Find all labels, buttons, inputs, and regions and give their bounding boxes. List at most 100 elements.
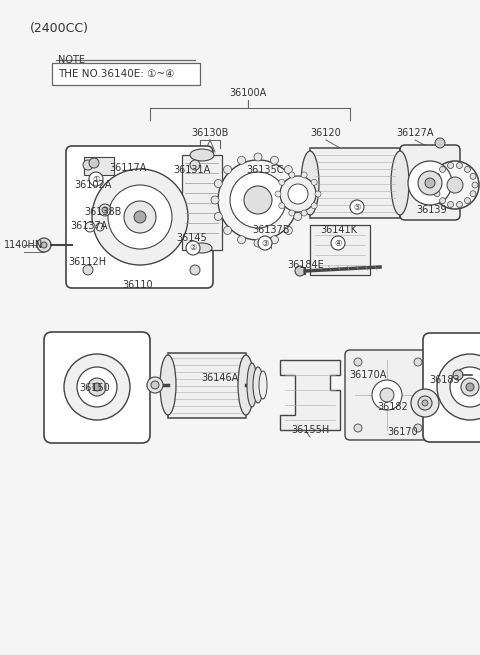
Circle shape (450, 367, 480, 407)
Circle shape (354, 424, 362, 432)
Text: ②: ② (189, 244, 197, 252)
Circle shape (435, 138, 445, 148)
Text: 36127A: 36127A (396, 128, 434, 138)
Circle shape (238, 236, 246, 244)
Ellipse shape (192, 243, 212, 253)
Text: 36112H: 36112H (68, 257, 106, 267)
Circle shape (418, 396, 432, 410)
Text: (2400CC): (2400CC) (30, 22, 89, 35)
Circle shape (83, 265, 93, 275)
Bar (310, 225, 370, 275)
Bar (310, 148, 400, 218)
Text: ④: ④ (334, 238, 342, 248)
Circle shape (331, 236, 345, 250)
Bar (84, 157, 114, 175)
Circle shape (295, 266, 305, 276)
Text: 36102A: 36102A (74, 180, 112, 190)
Circle shape (270, 236, 278, 244)
Ellipse shape (391, 151, 409, 215)
Circle shape (470, 191, 476, 196)
Text: ①: ① (92, 174, 100, 183)
Circle shape (89, 172, 103, 186)
Text: 36120: 36120 (311, 128, 341, 138)
Ellipse shape (247, 363, 257, 407)
Circle shape (289, 210, 295, 216)
Circle shape (41, 242, 47, 248)
Circle shape (466, 383, 474, 391)
Circle shape (453, 370, 463, 380)
Text: 36141K: 36141K (321, 225, 358, 235)
Text: 36137A: 36137A (70, 221, 108, 231)
Text: 36170A: 36170A (349, 370, 387, 380)
FancyBboxPatch shape (66, 146, 213, 288)
Circle shape (99, 204, 111, 216)
Circle shape (285, 166, 292, 174)
FancyBboxPatch shape (44, 332, 150, 443)
Circle shape (437, 354, 480, 420)
FancyBboxPatch shape (423, 333, 480, 442)
Circle shape (190, 160, 200, 170)
Circle shape (244, 186, 272, 214)
Circle shape (461, 378, 479, 396)
Bar (52, 63, 200, 85)
Text: THE NO.36140E: ①~④: THE NO.36140E: ①~④ (58, 69, 174, 79)
Circle shape (311, 179, 317, 185)
Text: 36170: 36170 (388, 427, 419, 437)
Circle shape (440, 166, 445, 172)
Circle shape (270, 157, 278, 164)
Circle shape (279, 179, 285, 185)
Circle shape (124, 201, 156, 233)
Text: 36100A: 36100A (229, 88, 266, 98)
Circle shape (37, 238, 51, 252)
Circle shape (214, 179, 222, 187)
Circle shape (350, 200, 364, 214)
Circle shape (301, 210, 307, 216)
Ellipse shape (160, 355, 176, 415)
Circle shape (258, 236, 272, 250)
Circle shape (422, 400, 428, 406)
Circle shape (380, 388, 394, 402)
Circle shape (297, 196, 305, 204)
FancyBboxPatch shape (400, 145, 460, 220)
Text: 36138B: 36138B (84, 207, 122, 217)
Text: 36184E: 36184E (288, 260, 324, 270)
Circle shape (414, 424, 422, 432)
Text: 36130B: 36130B (192, 128, 228, 138)
Text: ⑤: ⑤ (353, 202, 361, 212)
Circle shape (289, 172, 295, 178)
Circle shape (85, 222, 95, 232)
Ellipse shape (190, 149, 214, 161)
Circle shape (411, 389, 439, 417)
Circle shape (151, 381, 159, 389)
Circle shape (431, 161, 479, 209)
Text: 36155H: 36155H (291, 425, 329, 435)
Circle shape (294, 212, 302, 221)
Text: 36139: 36139 (417, 205, 447, 215)
Circle shape (238, 157, 246, 164)
Circle shape (315, 191, 321, 197)
Circle shape (93, 383, 101, 391)
Circle shape (311, 203, 317, 209)
Text: 1140HN: 1140HN (4, 240, 44, 250)
Circle shape (88, 378, 106, 396)
Circle shape (102, 207, 108, 213)
FancyBboxPatch shape (345, 350, 430, 440)
Circle shape (408, 161, 452, 205)
Circle shape (301, 172, 307, 178)
Circle shape (432, 182, 438, 188)
Bar (168, 353, 246, 418)
Circle shape (275, 191, 281, 197)
Ellipse shape (259, 371, 267, 399)
Circle shape (224, 166, 231, 174)
Circle shape (254, 153, 262, 161)
Text: 36131A: 36131A (173, 165, 211, 175)
Circle shape (418, 171, 442, 195)
Circle shape (279, 203, 285, 209)
Ellipse shape (238, 355, 254, 415)
Circle shape (465, 166, 470, 172)
Circle shape (288, 184, 308, 204)
Circle shape (186, 241, 200, 255)
Circle shape (218, 160, 298, 240)
Circle shape (230, 172, 286, 228)
Circle shape (414, 358, 422, 366)
